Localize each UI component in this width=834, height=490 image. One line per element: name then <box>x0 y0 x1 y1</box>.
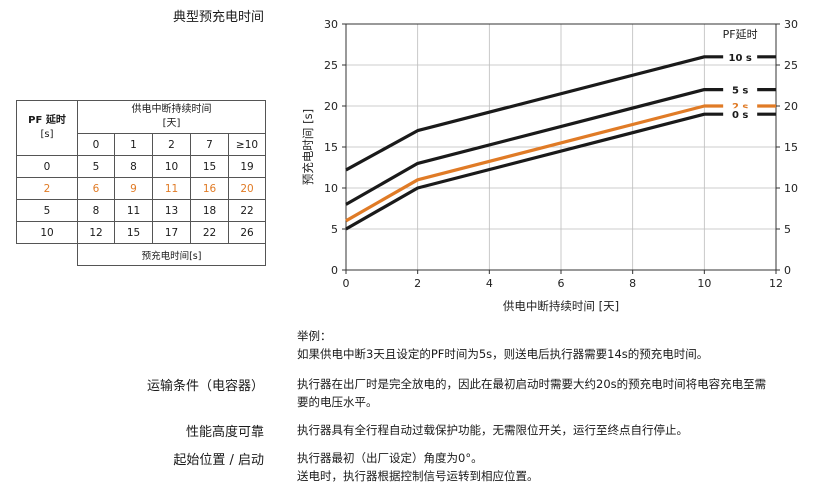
x-tick-label: 0 <box>343 277 350 290</box>
series-label-bg <box>723 83 758 96</box>
y-tick-label-left: 15 <box>324 141 338 154</box>
section-text-transport-2: 要的电压水平。 <box>297 395 378 409</box>
value-cell: 10 <box>152 155 191 178</box>
day-header: 7 <box>190 133 229 156</box>
pf-cell: 10 <box>16 221 78 244</box>
x-axis-label: 供电中断持续时间 [天] <box>503 299 619 313</box>
value-cell: 12 <box>77 221 115 244</box>
x-tick-label: 4 <box>486 277 493 290</box>
x-tick-label: 6 <box>558 277 565 290</box>
series-label: 10 s <box>728 53 751 64</box>
value-cell: 15 <box>190 155 229 178</box>
section-text-start-1: 执行器最初（出厂设定）角度为0°。 <box>297 451 483 465</box>
value-cell: 6 <box>77 177 115 200</box>
series-label: 5 s <box>732 86 748 97</box>
series-label: 2 s <box>732 102 748 113</box>
value-cell: 19 <box>228 155 266 178</box>
y-tick-label-right: 0 <box>784 264 791 277</box>
pf-cell: 0 <box>16 155 78 178</box>
value-cell: 13 <box>152 199 191 222</box>
value-cell: 26 <box>228 221 266 244</box>
y-axis-label: 预充电时间 [s] <box>301 109 315 185</box>
table-top-header: 供电中断持续时间 [天] <box>77 100 266 134</box>
legend-title: PF延时 <box>723 28 758 41</box>
value-cell: 22 <box>228 199 266 222</box>
y-tick-label-left: 25 <box>324 59 338 72</box>
page-heading: 典型预充电时间 <box>172 10 264 25</box>
value-cell: 18 <box>190 199 229 222</box>
table-footer: 预充电时间[s] <box>77 243 266 266</box>
value-cell: 15 <box>114 221 153 244</box>
top-header-unit: [天] <box>162 118 181 129</box>
value-cell: 5 <box>77 155 115 178</box>
value-cell: 8 <box>114 155 153 178</box>
value-cell: 8 <box>77 199 115 222</box>
section-text-reliability: 执行器具有全行程自动过载保护功能，无需限位开关，运行至终点自行停止。 <box>297 423 688 437</box>
y-tick-label-left: 20 <box>324 100 338 113</box>
x-tick-label: 10 <box>697 277 711 290</box>
value-cell: 17 <box>152 221 191 244</box>
x-tick-label: 8 <box>629 277 636 290</box>
value-cell: 20 <box>228 177 266 200</box>
y-tick-label-left: 0 <box>331 264 338 277</box>
y-tick-label-right: 25 <box>784 59 798 72</box>
value-cell: 16 <box>190 177 229 200</box>
y-tick-label-right: 10 <box>784 182 798 195</box>
table-row: 10 12 15 17 22 26 <box>16 221 266 244</box>
section-title-reliability: 性能高度可靠 <box>185 425 264 440</box>
example-text: 如果供电中断3天且设定的PF时间为5s，则送电后执行器需要14s的预充电时间。 <box>297 347 709 361</box>
table-corner-header: PF 延时 [s] <box>16 100 78 156</box>
series-label: 0 s <box>732 110 748 121</box>
section-text-transport-1: 执行器在出厂时是完全放电的，因此在最初启动时需要大约20s的预充电时间将电容充电… <box>297 377 767 391</box>
day-header: 0 <box>77 133 115 156</box>
corner-unit: [s] <box>40 129 54 140</box>
example-title: 举例： <box>297 329 332 343</box>
top-header-label: 供电中断持续时间 <box>131 104 212 115</box>
table-spacer <box>17 244 78 266</box>
pf-cell: 5 <box>16 199 78 222</box>
y-tick-label-left: 5 <box>331 223 338 236</box>
chart-grid <box>345 23 777 271</box>
y-tick-label-right: 5 <box>784 223 791 236</box>
precharge-table: PF 延时 [s] 供电中断持续时间 [天] 0 1 2 7 ≥10 0 5 8… <box>16 100 266 266</box>
chart-series: 10 s 5 s 2 s0 s <box>345 50 776 231</box>
value-cell: 11 <box>114 199 153 222</box>
value-cell: 9 <box>114 177 153 200</box>
series-label-bg <box>723 50 758 63</box>
y-tick-label-right: 30 <box>784 18 798 31</box>
value-cell: 22 <box>190 221 229 244</box>
day-header: 1 <box>114 133 153 156</box>
x-tick-label: 12 <box>769 277 783 290</box>
section-title-start: 起始位置 / 启动 <box>173 453 264 468</box>
corner-label: PF 延时 <box>28 115 66 126</box>
x-tick-label: 2 <box>414 277 421 290</box>
y-tick-label-left: 10 <box>324 182 338 195</box>
value-cell: 11 <box>152 177 191 200</box>
day-header: ≥10 <box>228 133 266 156</box>
y-tick-label-right: 15 <box>784 141 798 154</box>
table-row: 5 8 11 13 18 22 <box>16 199 266 222</box>
pf-cell: 2 <box>16 177 78 200</box>
series-label-bg <box>723 108 758 121</box>
section-title-transport: 运输条件（电容器） <box>146 379 264 394</box>
day-header: 2 <box>152 133 191 156</box>
y-tick-label-left: 30 <box>324 18 338 31</box>
table-row: 2 6 9 11 16 20 <box>16 177 266 200</box>
y-tick-label-right: 20 <box>784 100 798 113</box>
chart-labels: 供电中断持续时间 [天] 预充电时间 [s] PF延时 <box>301 28 758 313</box>
table-row: 0 5 8 10 15 19 <box>16 155 266 178</box>
section-text-start-2: 送电时，执行器根据控制信号运转到相应位置。 <box>297 469 539 483</box>
